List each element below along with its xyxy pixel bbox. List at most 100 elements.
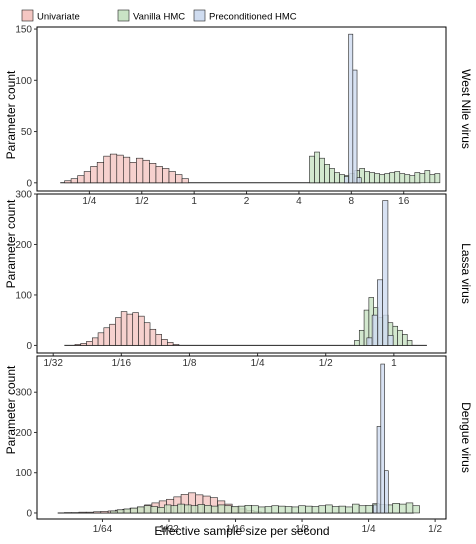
x-tick-label: 1/2 (135, 196, 149, 207)
histogram-bar (74, 344, 82, 346)
histogram-bar (291, 506, 299, 514)
histogram-bar (389, 172, 396, 184)
histogram-bar (384, 470, 389, 514)
x-tick-label: 4 (296, 196, 302, 207)
histogram-bar (177, 503, 185, 514)
histogram-bar (184, 504, 192, 514)
histogram-bar (366, 337, 373, 346)
histogram-bar (345, 506, 353, 514)
histogram-bar (404, 174, 411, 184)
histogram-bar (251, 505, 259, 514)
histogram-bar (126, 313, 134, 346)
histogram-bar (96, 162, 105, 184)
y-tick-label: 150 (15, 25, 32, 36)
histogram-bar (123, 508, 132, 514)
y-tick-label: 100 (15, 468, 32, 479)
x-tick-label: 1/8 (183, 358, 197, 369)
histogram-bar (123, 156, 131, 184)
histogram-bar (132, 312, 139, 346)
histogram-bar (150, 506, 158, 514)
histogram-bar (409, 175, 416, 184)
histogram-bar (394, 171, 401, 184)
histogram-bar (387, 335, 394, 346)
histogram-bar (83, 171, 91, 184)
histogram-bar (380, 363, 385, 514)
histogram-bar (392, 503, 400, 514)
histogram-bar (116, 509, 125, 514)
legend-label: Univariate (37, 12, 80, 23)
histogram-bar (271, 505, 279, 514)
x-tick-label: 8 (349, 196, 355, 207)
x-axis-title: Effective sample size per second (154, 524, 329, 538)
facet-label: Dengue virus (459, 402, 473, 473)
histogram-bar (429, 174, 436, 184)
histogram-bar (399, 503, 407, 514)
histogram-bar (305, 505, 313, 514)
panel-frame (36, 26, 447, 192)
histogram-bar (376, 426, 382, 514)
histogram-bar (77, 175, 85, 184)
histogram-bar (434, 173, 441, 184)
y-axis-title: Parameter count (4, 199, 18, 288)
x-tick-label: 1/4 (251, 358, 265, 369)
histogram-bar (364, 171, 370, 184)
x-tick-label: 1/2 (319, 358, 333, 369)
histogram-bar (86, 341, 93, 346)
histogram-bar (161, 339, 168, 346)
histogram-bar (358, 505, 367, 514)
histogram-bar (412, 505, 420, 514)
histogram-bar (172, 344, 180, 346)
histogram-bar (264, 506, 273, 514)
histogram-bar (284, 506, 293, 514)
histogram-bar (352, 69, 358, 184)
histogram-bar (324, 164, 330, 184)
histogram-bar (85, 511, 94, 514)
histogram-bar (311, 506, 320, 514)
x-tick-label: 1 (191, 196, 197, 207)
y-tick-label: 50 (21, 127, 33, 138)
histogram-bar (244, 505, 252, 514)
histogram-bar (175, 174, 183, 184)
histogram-bar (143, 505, 152, 514)
y-tick-label: 0 (26, 341, 32, 352)
histogram-bar (103, 327, 110, 346)
histogram-bar (414, 172, 421, 184)
histogram-bar (237, 505, 246, 514)
x-tick-label: 2 (244, 196, 250, 207)
x-tick-label: 1/8 (295, 524, 309, 535)
histogram-bar (344, 176, 349, 184)
y-tick-label: 0 (26, 178, 32, 189)
histogram-bar (93, 511, 102, 514)
histogram-bar (149, 163, 157, 184)
histogram-bar (339, 174, 345, 184)
panel: 0 100 200 300 1/32 1/16 1/8 1/4 1/2 1 Lassa virus (15, 190, 473, 370)
histogram-bar (258, 506, 266, 514)
histogram-bar (329, 168, 335, 184)
y-tick-label: 200 (15, 240, 32, 251)
panel: 0 100 200 300 1/64 1/32 1/16 1/8 1/4 1/2 Dengue vi… (15, 355, 473, 535)
x-tick-label: 1/4 (82, 196, 96, 207)
histogram-bar (100, 511, 109, 514)
y-tick-label: 0 (26, 508, 32, 519)
histogram-bar (143, 322, 151, 346)
legend-swatch (193, 9, 206, 22)
x-tick-label: 1/32 (43, 358, 63, 369)
y-tick-label: 100 (15, 76, 32, 87)
histogram-bar (384, 173, 391, 184)
y-tick-label: 300 (15, 190, 32, 201)
histogram-bar (197, 504, 205, 514)
facet-label: Lassa virus (459, 243, 473, 304)
histogram-bar (405, 502, 414, 514)
histogram-bar (338, 505, 346, 514)
histogram-bar (110, 510, 118, 514)
histogram-bar (155, 334, 162, 346)
histogram-bar (325, 504, 333, 514)
x-tick-label: 1/4 (362, 524, 376, 535)
histogram-bar (424, 170, 431, 184)
histogram-bar (348, 33, 354, 184)
histogram-bar (278, 505, 286, 514)
histogram-bar (314, 151, 320, 184)
x-tick-label: 1/16 (112, 358, 132, 369)
panel-frame (36, 355, 447, 520)
